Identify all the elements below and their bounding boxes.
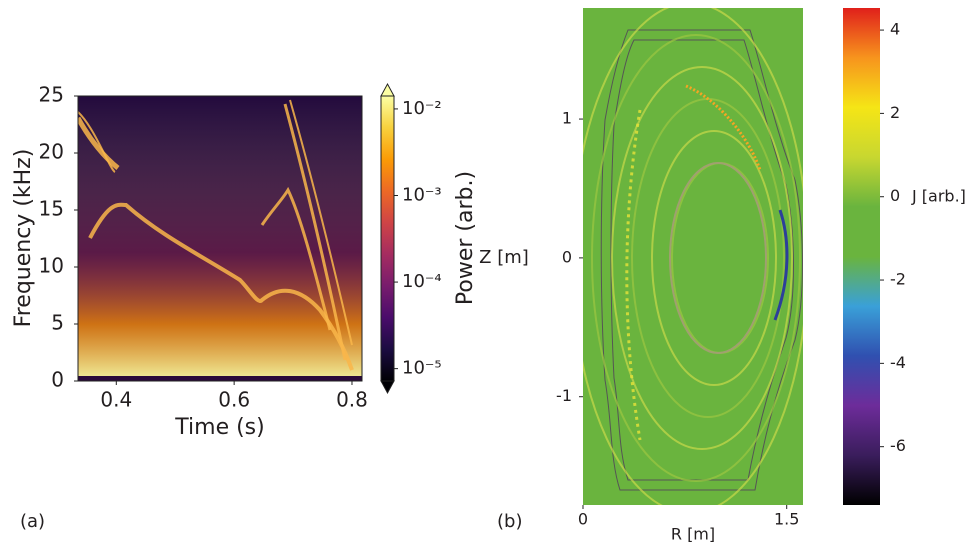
plot-area [583, 8, 803, 505]
colorbar [843, 8, 880, 505]
colorbar-tick-label: 10⁻⁴ [402, 271, 442, 292]
y-axis-label: Frequency (kHz) [11, 149, 36, 328]
x-tick-label: 0 [578, 510, 588, 529]
current-sheet [773, 209, 789, 321]
colorbar-tick-label: -6 [890, 436, 906, 455]
colorbar-extension-top [380, 82, 395, 97]
y-axis-label: Z [m] [479, 247, 529, 268]
colorbar-tick-label: 4 [890, 20, 900, 39]
plot-frame [77, 95, 363, 382]
x-axis-label: Time (s) [174, 415, 264, 440]
colorbar-tick-label: 2 [890, 103, 900, 122]
field-background [583, 8, 803, 505]
flux-surface [611, 66, 793, 450]
y-tick-label: 5 [51, 311, 64, 335]
mode-ridge [78, 116, 120, 170]
colorbar-tick-label: 0 [890, 186, 900, 205]
wall-contour [600, 29, 803, 491]
core-surface [669, 162, 767, 354]
colorbar-label: J [arb.] [911, 187, 965, 206]
mode-ridge [260, 186, 332, 331]
colorbar-tick-label: 10⁻⁵ [402, 358, 442, 379]
y-tick-label: 20 [39, 140, 64, 164]
current-sheet [685, 84, 762, 171]
spectrogram-lowfreq-power [78, 96, 362, 381]
x-tick-label: 0.8 [336, 388, 368, 412]
x-tick-label: 0.6 [218, 388, 250, 412]
y-tick-label: 1 [562, 109, 572, 128]
bottom-band [78, 376, 362, 381]
flux-surface [651, 130, 777, 386]
colorbar-label: Power (arb.) [453, 171, 478, 305]
x-tick-label: 0.4 [100, 388, 132, 412]
mode-ridge [78, 111, 116, 173]
mode-ridge [289, 99, 353, 346]
colorbar-tick-label: -2 [890, 270, 906, 289]
mode-ridge [283, 103, 347, 361]
flux-surface [591, 34, 801, 482]
colorbar [380, 95, 395, 382]
y-tick-label: 25 [39, 83, 64, 107]
x-tick-label: 1.5 [774, 510, 799, 529]
colorbar-tick-label: 10⁻² [402, 98, 442, 119]
y-tick-label: 10 [39, 254, 64, 278]
mode-ridge [88, 202, 354, 371]
y-tick-label: 15 [39, 197, 64, 221]
y-tick-label: 0 [51, 368, 64, 392]
panel-label: (b) [497, 511, 522, 532]
current-sheet [625, 109, 642, 441]
panel-label: (a) [20, 511, 45, 532]
plot-area [78, 96, 362, 381]
x-axis-label: R [m] [671, 525, 715, 544]
colorbar-extension-bottom [380, 380, 395, 395]
y-tick-label: 0 [562, 247, 572, 266]
y-tick-label: -1 [556, 386, 572, 405]
colorbar-tick-label: -4 [890, 353, 906, 372]
colorbar-tick-label: 10⁻³ [402, 184, 442, 205]
